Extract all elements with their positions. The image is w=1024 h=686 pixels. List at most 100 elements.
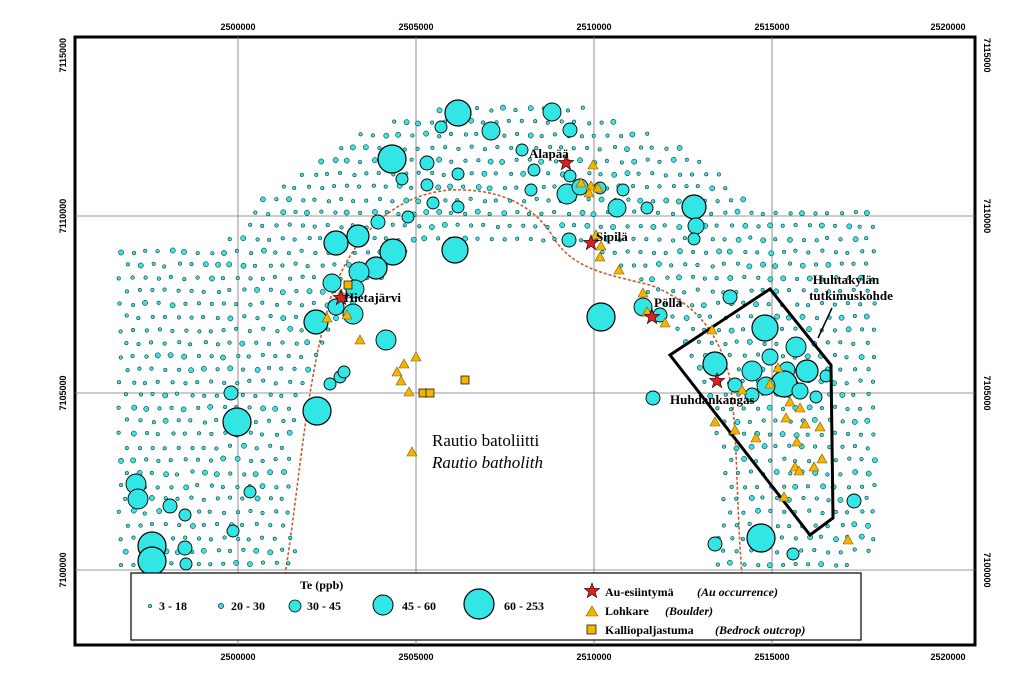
legend-boulder-label: Lohkare <box>605 604 649 618</box>
sample-point-small <box>272 274 277 279</box>
sample-point-small <box>233 560 240 566</box>
sample-point-small <box>274 432 279 437</box>
sample-point-small <box>436 156 442 163</box>
sample-point-small <box>793 222 798 228</box>
sample-point-small <box>183 301 188 306</box>
sample-point-small <box>320 340 325 345</box>
sample-point-small <box>832 302 837 307</box>
sample-point-small <box>200 365 207 372</box>
sample-point-small <box>202 261 209 268</box>
sample-point-small <box>180 406 187 413</box>
sample-point-small <box>177 523 182 528</box>
sample-point-small <box>482 199 488 204</box>
sample-point-small <box>624 146 630 153</box>
sample-point-small <box>207 404 214 410</box>
sample-point-small <box>864 417 871 424</box>
sample-point-small <box>195 275 200 280</box>
sample-point-small <box>155 432 160 437</box>
sample-point-small <box>318 236 323 241</box>
sample-point-small <box>756 275 761 280</box>
sample-point-small <box>684 157 689 162</box>
sample-point-small <box>268 392 273 397</box>
sample-point-small <box>858 432 863 437</box>
sample-point-large <box>222 407 252 437</box>
sample-point-small <box>801 495 806 501</box>
sample-point-small <box>305 366 312 373</box>
sample-point-small <box>838 367 843 372</box>
sample-point-small <box>696 339 701 344</box>
sample-point-small <box>202 393 207 398</box>
sample-point-small <box>384 210 389 215</box>
sample-point-small <box>443 145 448 150</box>
sample-point-small <box>871 249 876 254</box>
sample-point-small <box>493 171 498 176</box>
sample-point-small <box>176 288 181 293</box>
sample-point-small <box>715 562 720 567</box>
sample-point-small <box>851 287 856 292</box>
sample-point-small <box>481 170 488 177</box>
sample-point-small <box>318 158 325 165</box>
boulder-marker <box>592 182 604 193</box>
sample-point-small <box>201 445 206 451</box>
legend-class-label: 30 - 45 <box>307 599 341 613</box>
sample-point-small <box>702 379 707 384</box>
sample-point-small <box>169 405 174 410</box>
sample-point-small <box>436 236 441 241</box>
sample-point-small <box>436 209 443 215</box>
sample-point-small <box>676 274 682 281</box>
sample-point-small <box>872 483 877 488</box>
sample-point-small <box>286 429 293 436</box>
sample-point-small <box>350 144 356 151</box>
sample-point-small <box>806 404 813 411</box>
sample-point-small <box>423 209 430 215</box>
sample-point-small <box>534 196 539 201</box>
sample-point-small <box>631 263 636 268</box>
sample-point-small <box>723 186 728 191</box>
sample-point-small <box>124 341 129 346</box>
sample-point-small <box>833 509 838 514</box>
sample-point-small <box>866 391 871 396</box>
boulder-marker <box>410 351 422 362</box>
sample-point-small <box>838 550 843 555</box>
sample-point-large <box>419 155 435 171</box>
sample-point-small <box>253 419 258 425</box>
sample-point-small <box>722 237 727 242</box>
sample-point-small <box>676 145 683 151</box>
sample-point-small <box>638 224 643 229</box>
sample-point-large <box>137 546 167 576</box>
sample-point-small <box>840 211 845 216</box>
sample-point-small <box>548 144 553 150</box>
sample-point-small <box>702 276 707 281</box>
sample-point-small <box>520 170 527 177</box>
sample-point-small <box>149 470 154 475</box>
sample-point-small <box>208 329 213 334</box>
sample-point-small <box>826 289 831 294</box>
boulder-marker <box>594 251 606 262</box>
sample-point-small <box>695 184 700 189</box>
sample-point-small <box>507 223 512 228</box>
sample-point-small <box>253 393 258 399</box>
sample-point-small <box>307 184 312 189</box>
sample-point-small <box>538 158 545 165</box>
sample-point-small <box>352 173 357 178</box>
sample-point-small <box>274 223 279 228</box>
sample-point-small <box>838 472 843 477</box>
sample-point-small <box>207 509 212 514</box>
sample-point-small <box>151 261 156 266</box>
sample-point-small <box>130 275 135 280</box>
sample-point-small <box>541 184 546 190</box>
sample-point-small <box>143 406 150 412</box>
sample-point-small <box>482 147 487 152</box>
sample-point-large <box>741 360 763 382</box>
sample-point-small <box>299 172 304 177</box>
sample-point-small <box>332 157 339 163</box>
sample-point-small <box>577 157 583 164</box>
sample-point-small <box>773 210 778 215</box>
sample-point-small <box>209 379 214 384</box>
sample-point-small <box>116 276 121 281</box>
sample-point-small <box>209 483 214 488</box>
sample-point-small <box>598 172 603 177</box>
boulder-marker <box>772 362 784 373</box>
sample-point-small <box>169 302 176 309</box>
sample-point-small <box>216 290 222 295</box>
